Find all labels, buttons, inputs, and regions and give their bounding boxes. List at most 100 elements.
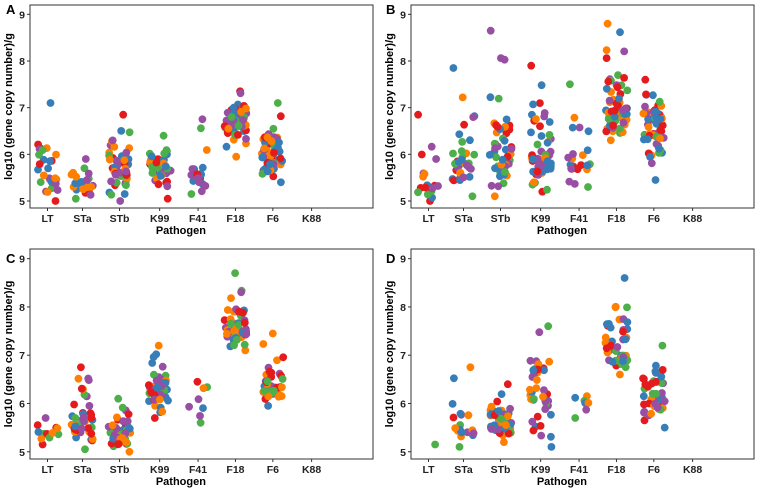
x-tick-label: F18 bbox=[226, 213, 244, 225]
data-point bbox=[450, 374, 458, 383]
data-point bbox=[84, 376, 93, 384]
data-point bbox=[260, 144, 269, 153]
data-point bbox=[114, 440, 123, 448]
data-point bbox=[493, 397, 502, 406]
y-tick-label: 8 bbox=[400, 56, 406, 68]
data-point bbox=[428, 184, 437, 193]
data-point bbox=[458, 138, 467, 146]
data-point bbox=[529, 100, 537, 109]
data-point bbox=[469, 429, 478, 438]
data-point bbox=[265, 367, 274, 376]
data-point bbox=[468, 192, 477, 201]
data-point bbox=[432, 155, 440, 163]
y-axis-title: log10 (gene copy number)/g bbox=[384, 33, 396, 180]
data-point bbox=[497, 414, 505, 423]
data-point bbox=[108, 136, 117, 145]
data-point bbox=[223, 330, 231, 338]
data-point bbox=[144, 381, 153, 389]
data-point bbox=[38, 440, 47, 449]
data-point bbox=[71, 414, 80, 422]
data-point bbox=[457, 428, 466, 437]
data-point bbox=[606, 136, 615, 145]
data-point bbox=[120, 190, 129, 198]
data-point bbox=[640, 400, 648, 409]
data-point bbox=[619, 357, 627, 365]
data-point bbox=[275, 138, 283, 147]
data-point bbox=[71, 179, 80, 188]
data-point bbox=[620, 47, 629, 56]
data-point bbox=[70, 400, 78, 409]
data-point bbox=[610, 112, 619, 121]
x-tick-label: STb bbox=[110, 213, 130, 225]
y-axis-title: log10 (gene copy number)/g bbox=[3, 281, 15, 428]
data-point bbox=[487, 181, 496, 190]
data-point bbox=[605, 320, 613, 328]
data-point bbox=[623, 318, 632, 326]
data-point bbox=[642, 90, 650, 99]
data-point bbox=[276, 154, 285, 163]
data-point bbox=[620, 274, 629, 282]
data-point bbox=[577, 161, 585, 170]
x-tick-label: F6 bbox=[648, 213, 660, 225]
x-tick-label: F6 bbox=[648, 464, 660, 476]
data-point bbox=[616, 370, 624, 379]
data-point bbox=[500, 136, 509, 145]
data-point bbox=[639, 109, 648, 118]
data-point bbox=[651, 399, 659, 408]
data-point bbox=[623, 303, 631, 312]
data-point bbox=[566, 80, 574, 89]
x-tick-label: F18 bbox=[607, 213, 625, 225]
x-tick-label: K88 bbox=[683, 464, 702, 476]
data-point bbox=[486, 26, 495, 35]
data-point bbox=[641, 380, 650, 389]
data-point bbox=[77, 363, 85, 372]
data-point bbox=[199, 384, 208, 393]
data-point bbox=[199, 404, 207, 412]
y-tick-label: 6 bbox=[19, 398, 25, 410]
data-point bbox=[568, 123, 577, 132]
y-tick-label: 8 bbox=[19, 56, 25, 68]
data-point bbox=[48, 429, 57, 437]
data-point bbox=[640, 408, 648, 417]
data-point bbox=[54, 430, 63, 439]
data-point bbox=[81, 445, 89, 454]
data-point bbox=[234, 131, 242, 139]
data-point bbox=[651, 107, 660, 116]
data-point bbox=[526, 385, 534, 394]
data-point bbox=[640, 416, 649, 425]
data-point bbox=[276, 112, 285, 121]
data-point bbox=[431, 440, 439, 449]
data-point bbox=[122, 181, 130, 190]
data-point bbox=[541, 405, 550, 413]
data-point bbox=[469, 113, 478, 121]
data-point bbox=[536, 422, 545, 430]
data-point bbox=[613, 83, 622, 92]
x-tick-label: LT bbox=[422, 213, 435, 225]
panel-letter: C bbox=[6, 251, 16, 266]
y-tick-label: 9 bbox=[400, 254, 406, 266]
data-point bbox=[462, 161, 471, 170]
data-point bbox=[658, 389, 666, 397]
data-point bbox=[459, 173, 468, 182]
panel-letter: B bbox=[386, 2, 395, 17]
data-point bbox=[449, 149, 457, 158]
data-point bbox=[85, 402, 94, 410]
data-point bbox=[230, 327, 239, 335]
data-point bbox=[161, 162, 170, 171]
data-point bbox=[639, 392, 648, 401]
data-point bbox=[114, 394, 123, 403]
data-point bbox=[527, 61, 536, 70]
data-point bbox=[241, 346, 250, 355]
data-point bbox=[187, 171, 196, 179]
data-point bbox=[239, 116, 248, 124]
data-point bbox=[641, 75, 650, 84]
data-point bbox=[113, 413, 121, 422]
data-point bbox=[222, 142, 231, 151]
x-axis-title: Pathogen bbox=[537, 225, 587, 237]
data-point bbox=[493, 122, 502, 131]
data-point bbox=[198, 163, 207, 172]
data-point bbox=[651, 176, 660, 184]
data-point bbox=[116, 197, 125, 205]
data-point bbox=[543, 185, 551, 194]
data-point bbox=[530, 395, 538, 403]
